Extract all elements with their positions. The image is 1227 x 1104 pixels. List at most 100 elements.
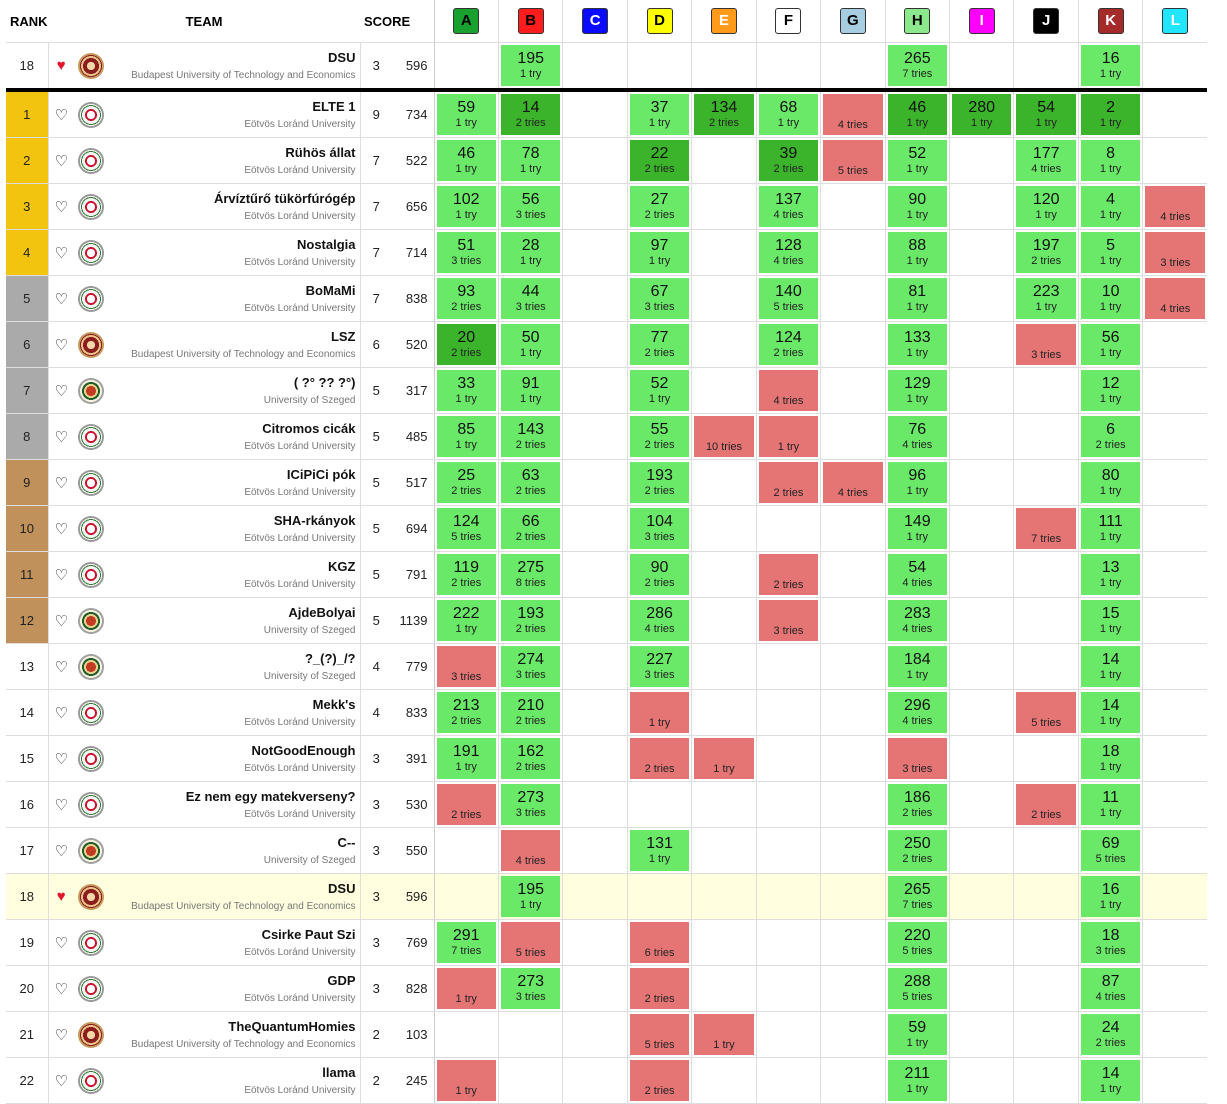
team-cell[interactable]: Rühös állat Eötvös Loránd University xyxy=(108,137,361,184)
problem-cell-k[interactable]: 111 1 try xyxy=(1077,505,1143,552)
problem-cell-h[interactable]: 96 1 try xyxy=(884,459,950,506)
problem-cell-h[interactable]: 59 1 try xyxy=(884,1011,950,1058)
rejected-submission[interactable]: 2 tries xyxy=(758,462,819,503)
team-name[interactable]: C-- xyxy=(337,834,356,850)
team-cell[interactable]: LSZ Budapest University of Technology and… xyxy=(108,321,361,368)
accepted-submission[interactable]: 14 1 try xyxy=(1080,692,1141,733)
rejected-submission[interactable]: 1 try xyxy=(694,1014,754,1055)
heart-outline-icon[interactable]: ♡ xyxy=(54,1072,68,1090)
accepted-submission[interactable]: 54 4 tries xyxy=(887,554,948,595)
rejected-submission[interactable]: 2 tries xyxy=(629,1060,690,1101)
problem-cell-j[interactable]: 7 tries xyxy=(1013,505,1079,552)
accepted-submission[interactable]: 184 1 try xyxy=(887,646,948,687)
problem-cell-b[interactable]: 56 3 tries xyxy=(497,183,563,230)
table-row[interactable]: 19 ♡ Csirke Paut Szi Eötvös Loránd Universi… xyxy=(6,919,1208,966)
team-cell[interactable]: ?_(?)_/? University of Szeged xyxy=(108,643,361,690)
problem-badge[interactable]: I xyxy=(968,8,995,34)
problem-cell-a[interactable]: 25 2 tries xyxy=(433,459,499,506)
accepted-submission[interactable]: 55 2 tries xyxy=(629,416,690,457)
team-cell[interactable]: GDP Eötvös Loránd University xyxy=(108,965,361,1012)
heart-outline-icon[interactable]: ♡ xyxy=(54,612,68,630)
problem-cell-a[interactable]: 51 3 tries xyxy=(433,229,499,276)
team-cell[interactable]: Csirke Paut Szi Eötvös Loránd University xyxy=(108,919,361,966)
problem-cell-h[interactable]: 81 1 try xyxy=(884,275,950,322)
heart-outline-icon[interactable]: ♡ xyxy=(54,106,68,124)
team-name[interactable]: llama xyxy=(322,1064,356,1080)
problem-cell-k[interactable]: 14 1 try xyxy=(1077,689,1143,736)
table-row[interactable]: 17 ♡ C-- University of Szeged 3 550 4 tries 131… xyxy=(6,827,1208,874)
team-cell[interactable]: ICiPiCi pók Eötvös Loránd University xyxy=(108,459,361,506)
problem-header-g[interactable]: G xyxy=(820,0,886,43)
heart-outline-icon[interactable]: ♡ xyxy=(54,152,68,170)
accepted-submission[interactable]: 111 1 try xyxy=(1080,508,1141,549)
problem-cell-d[interactable]: 52 1 try xyxy=(626,367,692,414)
team-name[interactable]: KGZ xyxy=(328,558,356,574)
problem-cell-a[interactable]: 291 7 tries xyxy=(433,919,499,966)
problem-cell-b[interactable]: 14 2 tries xyxy=(497,90,563,138)
accepted-submission[interactable]: 120 1 try xyxy=(1016,186,1076,227)
team-name[interactable]: ?_(?)_/? xyxy=(304,650,356,666)
problem-cell-h[interactable]: 186 2 tries xyxy=(884,781,950,828)
accepted-submission[interactable]: 46 1 try xyxy=(436,140,496,181)
table-row[interactable]: 15 ♡ NotGoodEnough Eötvös Loránd University… xyxy=(6,735,1208,782)
problem-cell-h[interactable]: 149 1 try xyxy=(884,505,950,552)
problem-cell-d[interactable]: 193 2 tries xyxy=(626,459,692,506)
problem-cell-f[interactable]: 3 tries xyxy=(755,597,821,644)
rejected-submission[interactable]: 1 try xyxy=(694,738,754,779)
first-solve-submission[interactable]: 46 1 try xyxy=(887,94,948,135)
heart-outline-icon[interactable]: ♡ xyxy=(54,428,68,446)
problem-cell-g[interactable]: 4 tries xyxy=(820,90,886,138)
rejected-submission[interactable]: 1 try xyxy=(436,1060,496,1101)
accepted-submission[interactable]: 69 5 tries xyxy=(1080,830,1141,871)
first-solve-submission[interactable]: 134 2 tries xyxy=(694,94,754,135)
rejected-submission[interactable]: 2 tries xyxy=(436,784,496,825)
problem-cell-h[interactable]: 265 7 tries xyxy=(884,42,950,92)
problem-cell-b[interactable]: 44 3 tries xyxy=(497,275,563,322)
accepted-submission[interactable]: 162 2 tries xyxy=(500,738,561,779)
problem-cell-k[interactable]: 11 1 try xyxy=(1077,781,1143,828)
problem-cell-a[interactable]: 59 1 try xyxy=(433,90,499,138)
rejected-submission[interactable]: 7 tries xyxy=(1016,508,1076,549)
team-name[interactable]: Árvíztűrő tükörfúrógép xyxy=(213,190,356,206)
team-name[interactable]: NotGoodEnough xyxy=(251,742,356,758)
heart-outline-icon[interactable]: ♡ xyxy=(54,842,68,860)
problem-badge[interactable]: A xyxy=(453,8,480,34)
rejected-submission[interactable]: 10 tries xyxy=(694,416,754,457)
team-name[interactable]: LSZ xyxy=(330,328,356,344)
team-name[interactable]: SHA-rkányok xyxy=(273,512,356,528)
accepted-submission[interactable]: 211 1 try xyxy=(887,1060,948,1101)
problem-cell-d[interactable]: 97 1 try xyxy=(626,229,692,276)
team-cell[interactable]: TheQuantumHomies Budapest University of T… xyxy=(108,1011,361,1058)
accepted-submission[interactable]: 191 1 try xyxy=(436,738,496,779)
problem-cell-a[interactable]: 213 2 tries xyxy=(433,689,499,736)
problem-badge[interactable]: C xyxy=(582,8,609,34)
problem-header-f[interactable]: F xyxy=(755,0,821,43)
problem-cell-a[interactable]: 119 2 tries xyxy=(433,551,499,598)
table-row[interactable]: 8 ♡ Citromos cicák Eötvös Loránd University… xyxy=(6,413,1208,460)
accepted-submission[interactable]: 227 3 tries xyxy=(629,646,690,687)
accepted-submission[interactable]: 81 1 try xyxy=(887,278,948,319)
rejected-submission[interactable]: 5 tries xyxy=(500,922,561,963)
problem-cell-b[interactable]: 193 2 tries xyxy=(497,597,563,644)
team-name[interactable]: ICiPiCi pók xyxy=(286,466,356,482)
problem-cell-l[interactable]: 3 tries xyxy=(1142,229,1208,276)
problem-cell-d[interactable]: 67 3 tries xyxy=(626,275,692,322)
table-row[interactable]: 20 ♡ GDP Eötvös Loránd University 3 828 1 try 2… xyxy=(6,965,1208,1012)
heart-outline-icon[interactable]: ♡ xyxy=(54,198,68,216)
problem-cell-h[interactable]: 288 5 tries xyxy=(884,965,950,1012)
problem-cell-h[interactable]: 184 1 try xyxy=(884,643,950,690)
heart-filled-icon[interactable]: ♥ xyxy=(56,888,66,905)
problem-cell-d[interactable]: 55 2 tries xyxy=(626,413,692,460)
table-row[interactable]: 13 ♡ ?_(?)_/? University of Szeged 4 779 3 tri… xyxy=(6,643,1208,690)
accepted-submission[interactable]: 213 2 tries xyxy=(436,692,496,733)
accepted-submission[interactable]: 137 4 tries xyxy=(758,186,819,227)
accepted-submission[interactable]: 52 1 try xyxy=(887,140,948,181)
rejected-submission[interactable]: 4 tries xyxy=(823,94,883,135)
problem-cell-a[interactable]: 1 try xyxy=(433,1057,499,1104)
heart-outline-icon[interactable]: ♡ xyxy=(54,520,68,538)
team-name[interactable]: AjdeBolyai xyxy=(288,604,356,620)
rejected-submission[interactable]: 4 tries xyxy=(1145,278,1206,319)
table-row[interactable]: 5 ♡ BoMaMi Eötvös Loránd University 7 838 93 2 … xyxy=(6,275,1208,322)
accepted-submission[interactable]: 286 4 tries xyxy=(629,600,690,641)
